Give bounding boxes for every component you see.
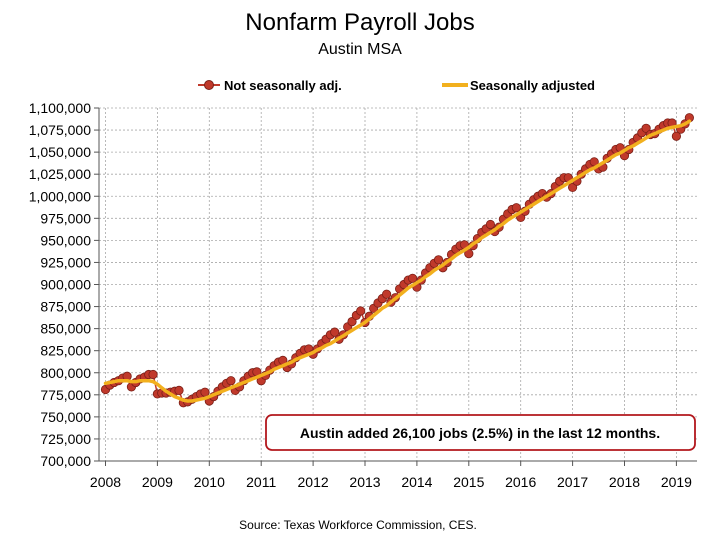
series-seasonally-adjusted	[103, 119, 692, 403]
x-tick-label: 2013	[349, 474, 380, 490]
x-tick-label: 2017	[557, 474, 588, 490]
series-not-seasonally-adjusted	[100, 113, 694, 408]
data-point	[485, 219, 496, 230]
data-point	[226, 376, 236, 386]
data-point	[433, 255, 444, 265]
data-point	[407, 273, 418, 283]
legend-sa-label: Seasonally adjusted	[470, 78, 595, 93]
y-tick-label: 800,000	[40, 365, 91, 381]
legend: Not seasonally adj. Seasonally adjusted	[198, 78, 595, 93]
y-tick-label: 950,000	[40, 232, 91, 248]
series-nsa-line	[104, 117, 691, 404]
legend-item-nsa: Not seasonally adj.	[198, 78, 342, 93]
y-tick-label: 700,000	[40, 453, 91, 469]
data-point	[347, 316, 357, 327]
y-tick-label: 775,000	[40, 387, 91, 403]
y-tick-label: 825,000	[40, 343, 91, 359]
legend-nsa-marker	[204, 80, 214, 90]
annotation-text: Austin added 26,100 jobs (2.5%) in the l…	[300, 425, 660, 441]
data-point	[148, 369, 158, 380]
x-tick-label: 2008	[90, 474, 121, 490]
chart-title: Nonfarm Payroll Jobs	[245, 9, 474, 36]
y-tick-label: 1,025,000	[29, 166, 91, 182]
x-tick-label: 2014	[401, 474, 432, 490]
data-point	[356, 306, 366, 316]
y-tick-label: 1,050,000	[29, 144, 91, 160]
x-tick-label: 2012	[298, 474, 329, 490]
source-note: Source: Texas Workforce Commission, CES.	[239, 518, 477, 532]
data-point	[200, 387, 210, 397]
axes	[94, 107, 697, 466]
x-tick-label: 2018	[609, 474, 640, 490]
y-tick-label: 850,000	[40, 321, 91, 337]
annotation-box: Austin added 26,100 jobs (2.5%) in the l…	[265, 414, 696, 451]
y-tick-label: 900,000	[40, 277, 91, 293]
y-tick-label: 875,000	[40, 299, 91, 315]
legend-item-sa: Seasonally adjusted	[442, 78, 595, 93]
x-tick-label: 2009	[142, 474, 173, 490]
x-tick-label: 2010	[194, 474, 225, 490]
y-tick-label: 975,000	[40, 210, 91, 226]
data-point	[671, 131, 682, 141]
annotation-border	[265, 414, 696, 451]
x-tick-label: 2015	[453, 474, 484, 490]
x-tick-labels: 2008 2009 2010 2011 2012 2013 2014 2015 2016 2017…	[90, 474, 692, 490]
x-tick-label: 2019	[661, 474, 692, 490]
data-point	[511, 203, 521, 213]
data-point	[567, 182, 578, 193]
legend-nsa-label: Not seasonally adj.	[224, 78, 342, 93]
y-tick-label: 750,000	[40, 409, 91, 425]
data-point	[641, 123, 651, 133]
y-tick-label: 925,000	[40, 254, 91, 270]
x-tick-label: 2011	[246, 474, 276, 490]
y-tick-label: 725,000	[40, 431, 91, 447]
chart-subtitle: Austin MSA	[318, 41, 402, 58]
x-tick-label: 2016	[505, 474, 536, 490]
series-sa-line	[103, 119, 692, 403]
y-tick-labels: 700,000 725,000 750,000 775,000 800,000 825,0…	[29, 100, 92, 469]
y-tick-label: 1,000,000	[29, 188, 91, 204]
data-point	[174, 385, 184, 395]
y-tick-label: 1,075,000	[29, 122, 91, 138]
y-tick-label: 1,100,000	[29, 100, 91, 116]
data-point	[382, 289, 392, 299]
data-point	[330, 327, 340, 337]
